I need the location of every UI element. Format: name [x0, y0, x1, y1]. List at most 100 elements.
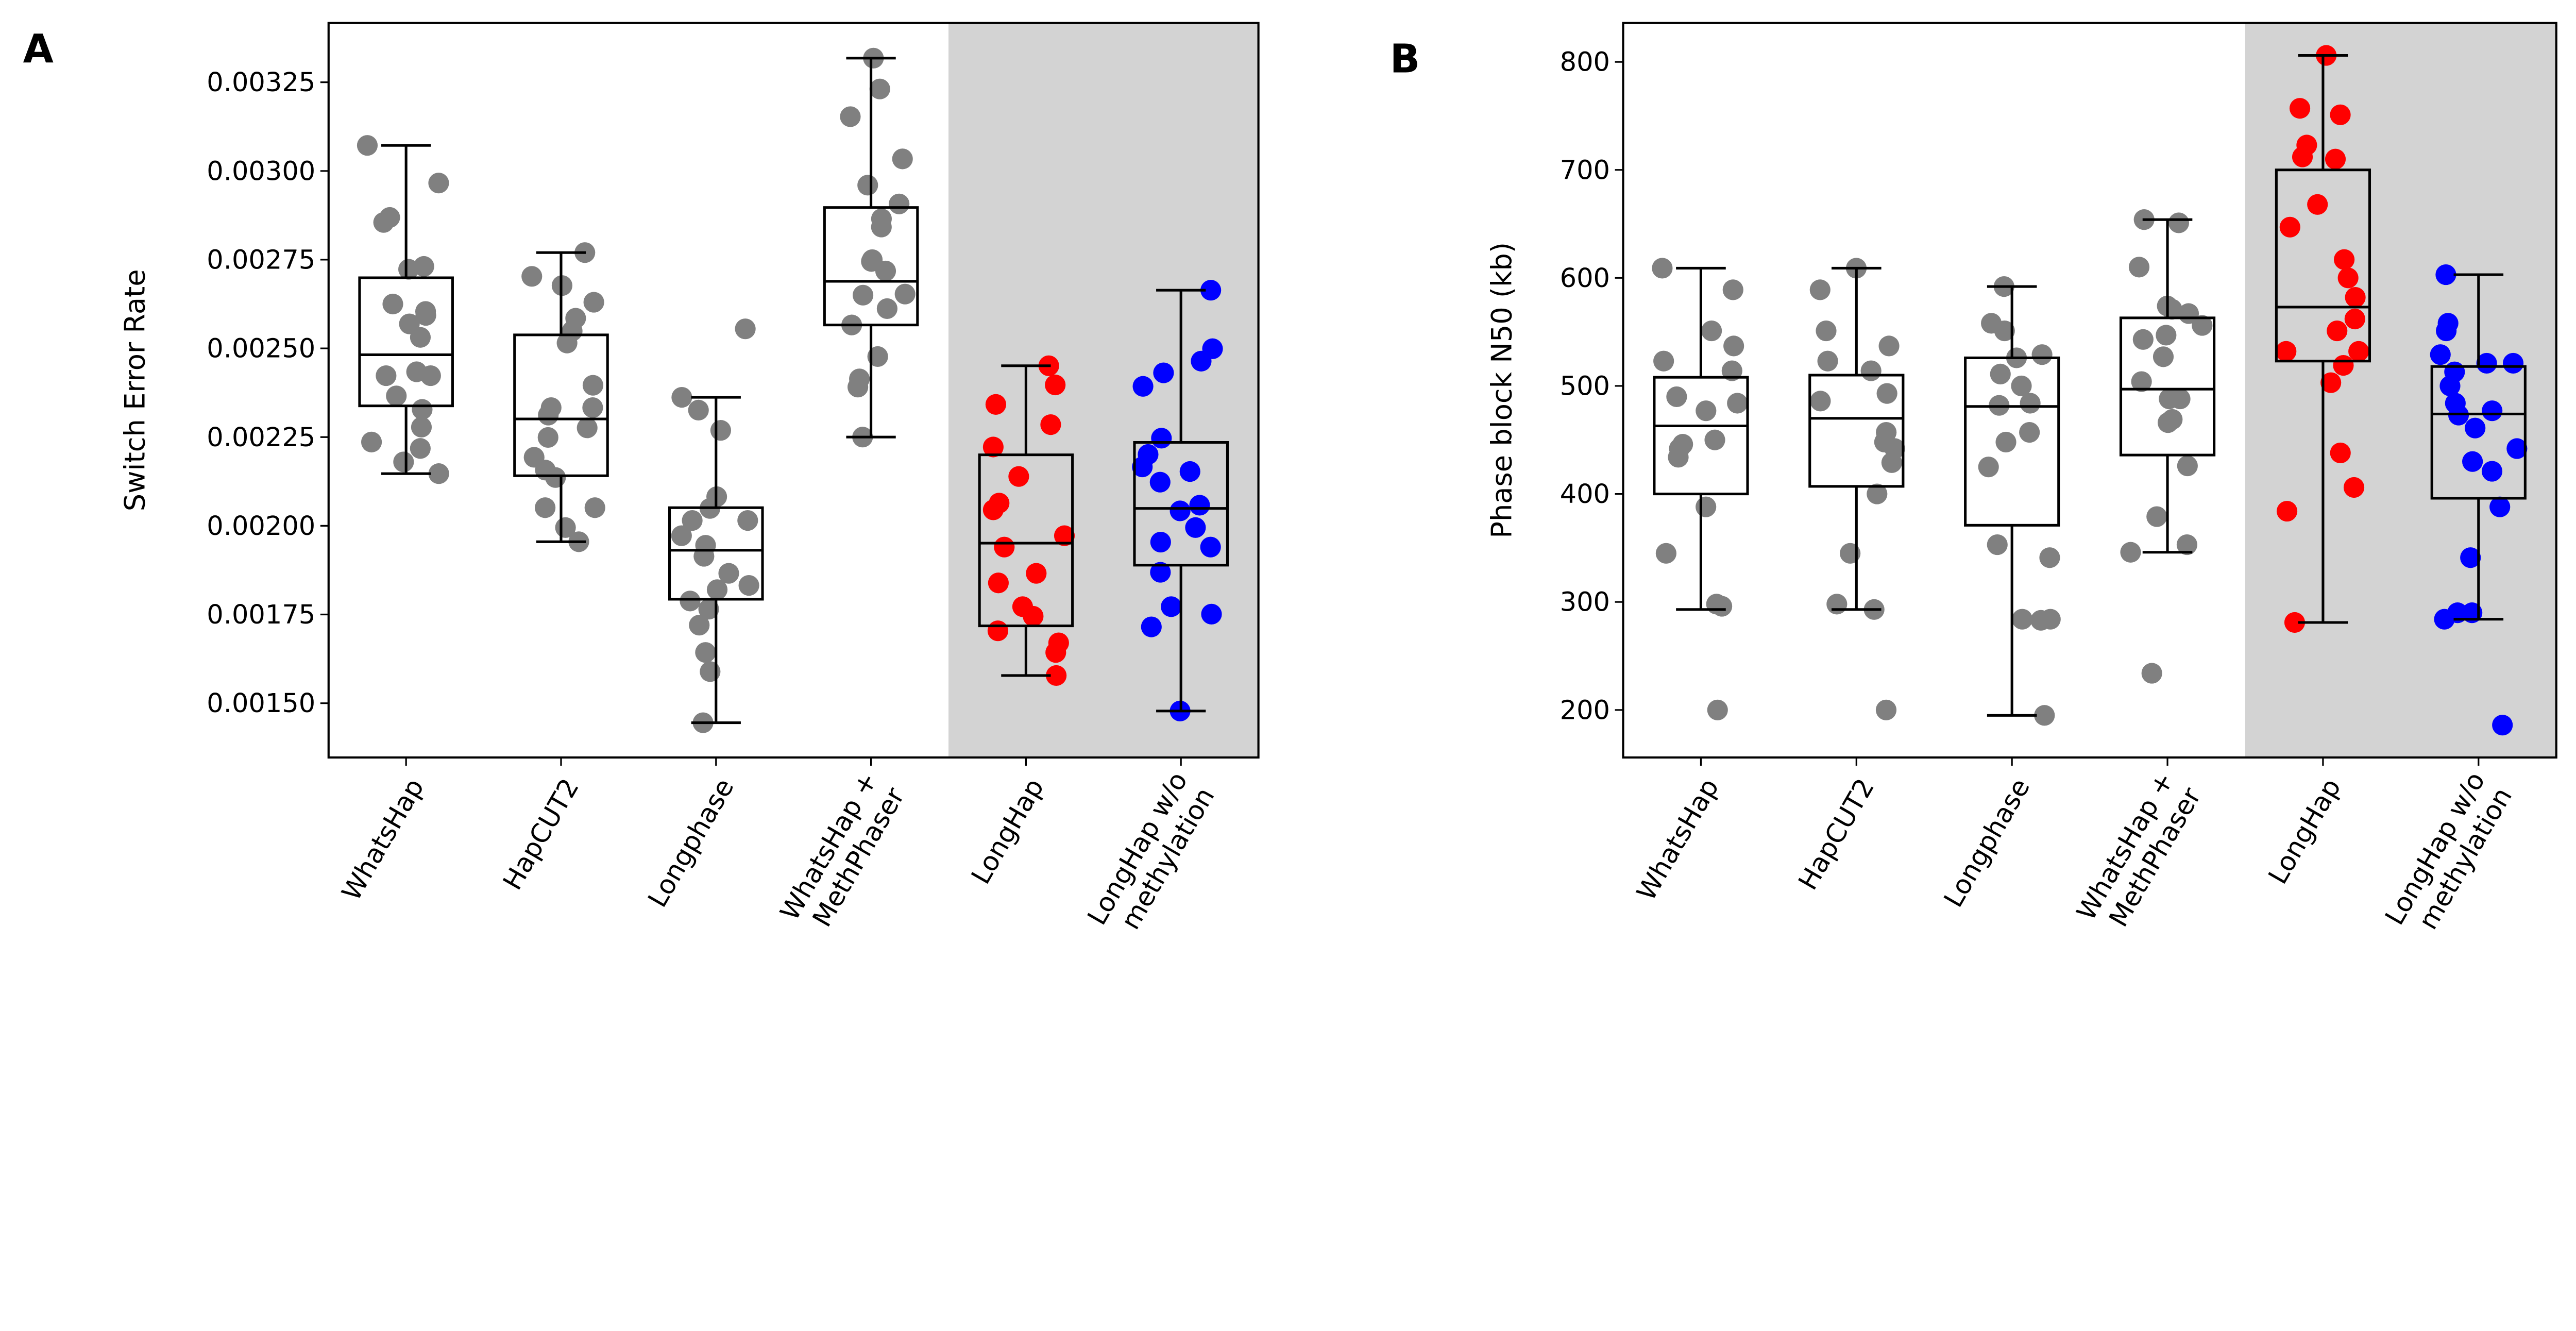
data-point [1995, 431, 2016, 453]
data-point [1185, 517, 1206, 538]
y-tick-label: 0.00250 [207, 334, 315, 364]
data-point [2284, 612, 2306, 633]
figure: A B 0.001500.001750.002000.002250.002500… [23, 22, 2557, 946]
data-point [2289, 98, 2311, 119]
data-point [2279, 216, 2300, 238]
data-point [1994, 320, 2015, 342]
data-point [2141, 663, 2162, 684]
data-point [2176, 534, 2198, 555]
data-point [1722, 279, 1743, 300]
data-point [871, 216, 892, 238]
data-point [1655, 543, 1676, 564]
data-point [682, 510, 703, 531]
y-tick-label: 800 [1560, 47, 1610, 78]
data-point [2330, 104, 2351, 125]
data-point [985, 394, 1006, 415]
data-point [1875, 699, 1897, 720]
data-point [521, 266, 543, 287]
y-tick-label: 0.00150 [207, 688, 315, 719]
data-point [987, 620, 1009, 642]
y-axis-label: Phase block N50 (kb) [1486, 242, 1518, 538]
x-tick-label: Longphase [1938, 773, 2036, 913]
box [1964, 356, 2060, 527]
x-tick-label: HapCUT2 [1793, 773, 1880, 895]
data-point [2325, 148, 2346, 170]
data-point [1987, 534, 2008, 555]
data-point [582, 397, 603, 418]
data-point [2333, 355, 2354, 376]
panel-b-plot: 200 300 400 500 600 700 800 Phase block N50 (kb… [1486, 22, 2557, 935]
data-point [869, 78, 890, 99]
x-tick-label-line: LongHap [2263, 773, 2347, 889]
data-point [1826, 594, 1848, 615]
x-tick-label-line: Longphase [1938, 773, 2036, 913]
data-point [1810, 391, 1831, 412]
data-point [1653, 350, 1674, 372]
box [2275, 169, 2371, 363]
data-point [2462, 451, 2483, 472]
data-point [420, 365, 441, 386]
data-point [1026, 563, 1047, 584]
x-tick-label-line: Longphase [642, 773, 740, 913]
data-point [2120, 542, 2141, 563]
data-point [2337, 267, 2359, 289]
data-point [2435, 264, 2456, 285]
data-point [1201, 603, 1222, 625]
highlight-region [2245, 23, 2556, 758]
box [1133, 441, 1229, 567]
data-point [1150, 531, 1171, 553]
x-tick-label-line: LongHap [966, 773, 1050, 889]
data-point [415, 305, 436, 326]
y-tick-label: 0.00175 [207, 600, 315, 630]
x-tick-label: LongHap w/omethylation [1082, 767, 1221, 946]
data-point [2307, 194, 2328, 215]
data-point [1878, 335, 1900, 357]
data-point [1132, 456, 1153, 478]
panel-label-b: B [1390, 36, 1420, 82]
data-point [867, 346, 888, 367]
data-point [2482, 400, 2503, 422]
data-point [1860, 360, 1882, 381]
data-point [538, 405, 559, 426]
data-point [1153, 362, 1174, 383]
data-point [688, 399, 709, 420]
data-point [1149, 471, 1171, 493]
data-point [1054, 525, 1075, 546]
data-point [1668, 447, 1689, 468]
y-tick-label: 0.00300 [207, 156, 315, 187]
data-point [2344, 308, 2365, 330]
x-tick-label: WhatsHap [336, 773, 430, 906]
data-point [994, 536, 1015, 558]
data-point [1978, 457, 1999, 478]
x-tick-label-line: HapCUT2 [498, 773, 585, 895]
data-point [2465, 417, 2486, 439]
data-point [1161, 596, 1182, 617]
data-point [1727, 393, 1748, 414]
data-point [535, 497, 556, 518]
data-point [2030, 610, 2052, 631]
data-point [398, 259, 419, 280]
y-tick-label: 600 [1560, 263, 1610, 294]
data-point [2502, 352, 2524, 374]
data-point [361, 431, 382, 452]
x-tick-label-line: WhatsHap [336, 773, 430, 906]
data-point [1179, 461, 1200, 482]
data-point [577, 417, 598, 439]
axes-frame [1622, 22, 2557, 759]
data-point [2492, 715, 2513, 736]
data-point [852, 284, 874, 306]
data-point [376, 365, 397, 386]
data-point [1867, 483, 1888, 504]
data-point [1046, 665, 1067, 686]
data-point [2132, 329, 2154, 350]
data-point [582, 375, 604, 396]
data-point [718, 563, 739, 584]
data-point [848, 377, 869, 398]
x-tick-label: Longphase [642, 773, 740, 913]
data-point [2128, 257, 2150, 278]
data-point [1191, 350, 1212, 372]
data-point [680, 591, 701, 612]
data-point [889, 193, 910, 214]
data-point [2020, 393, 2041, 414]
x-tick-label: WhatsHap [1631, 773, 1725, 906]
